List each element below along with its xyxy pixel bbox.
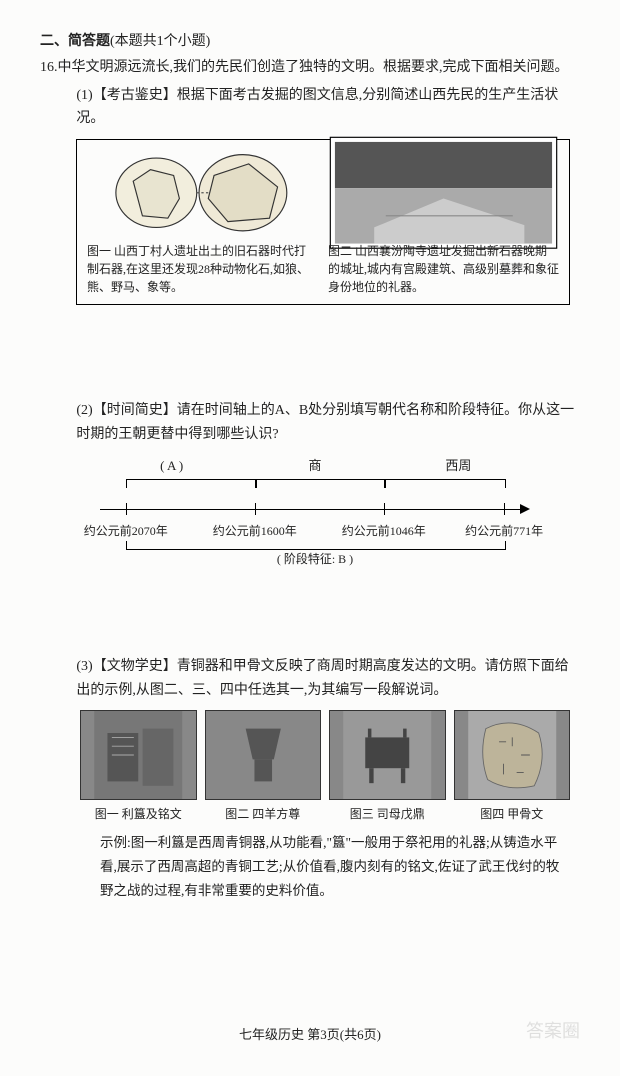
bracket-3: [384, 479, 506, 488]
example-block: 示例:图一利簋是西周青铜器,从功能看,"簋"一般用于祭祀用的礼器;从铸造水平看,…: [100, 831, 570, 904]
fig1-image: [87, 148, 318, 238]
q16-stem-line: 16.中华文明源远流长,我们的先民们创造了独特的文明。根据要求,完成下面相关问题…: [40, 56, 580, 80]
year-4: 约公元前771年: [465, 521, 543, 541]
year-2: 约公元前1600年: [213, 521, 297, 541]
section-heading: 二、简答题(本题共1个小题): [40, 30, 580, 54]
fig2-image: [328, 148, 559, 238]
tick-3: [384, 503, 385, 515]
year-3: 约公元前1046年: [342, 521, 426, 541]
year-1: 约公元前2070年: [84, 521, 168, 541]
fig2-text: 山西襄汾陶寺遗址发掘出新石器晚期的城址,城内有宫殿建筑、高级别墓葬和象征身份地位…: [328, 244, 559, 294]
answer-space-1: [40, 305, 580, 395]
p3-fig3-image: [329, 710, 446, 800]
part3-label: (3)【文物学史】: [76, 659, 176, 674]
bracket-1: [126, 479, 257, 488]
timeline-stage: ( 阶段特征: B ): [100, 541, 530, 561]
q16-stem: 中华文明源远流长,我们的先民们创造了独特的文明。根据要求,完成下面相关问题。: [58, 60, 569, 75]
p3-fig1-image: [80, 710, 197, 800]
section-title: 二、简答题: [40, 34, 110, 49]
fig1-caption: 图一 山西丁村人遗址出土的旧石器时代打制石器,在这里还发现28种动物化石,如狼、…: [87, 242, 318, 296]
fig1-title: 图一: [87, 244, 111, 258]
answer-space-2: [40, 561, 580, 651]
timeline-top-labels: ( A ) 商 西周: [100, 455, 530, 477]
fig1-text: 山西丁村人遗址出土的旧石器时代打制石器,在这里还发现28种动物化石,如狼、熊、野…: [87, 244, 309, 294]
q16-part3: (3)【文物学史】青铜器和甲骨文反映了商周时期高度发达的文明。请仿照下面给出的示…: [76, 655, 580, 703]
timeline-axis: [100, 499, 530, 521]
fig2-caption: 图二 山西襄汾陶寺遗址发掘出新石器晚期的城址,城内有宫殿建筑、高级别墓葬和象征身…: [328, 242, 559, 296]
label-a: ( A ): [100, 455, 243, 477]
fig1-col: 图一 山西丁村人遗址出土的旧石器时代打制石器,在这里还发现28种动物化石,如狼、…: [87, 148, 318, 296]
timeline-years: 约公元前2070年 约公元前1600年 约公元前1046年 约公元前771年: [100, 521, 530, 539]
axis-line: [100, 509, 520, 510]
q16-part1: (1)【考古鉴史】根据下面考古发掘的图文信息,分别简述山西先民的生产生活状况。: [76, 84, 580, 132]
p3-fig3: 图三 司母戊鼎: [329, 710, 446, 824]
q16-part2: (2)【时间简史】请在时间轴上的A、B处分别填写朝代名称和阶段特征。你从这一时期…: [76, 399, 580, 447]
example-label: 示例:: [100, 835, 131, 850]
part1-figure-box: 图一 山西丁村人遗址出土的旧石器时代打制石器,在这里还发现28种动物化石,如狼、…: [76, 139, 570, 305]
label-c: 西周: [387, 455, 530, 477]
p3-fig1-caption: 图一 利簋及铭文: [95, 804, 182, 824]
q16-number: 16.: [40, 60, 58, 75]
part3-figures: 图一 利簋及铭文 图二 四羊方尊 图三 司母戊鼎 图四 甲骨文: [80, 710, 570, 824]
p3-fig4: 图四 甲骨文: [454, 710, 571, 824]
tick-4: [504, 503, 505, 515]
p3-fig2-caption: 图二 四羊方尊: [225, 804, 300, 824]
p3-fig1: 图一 利簋及铭文: [80, 710, 197, 824]
fig2-title: 图二: [328, 244, 352, 258]
watermark: 答案圈: [526, 1016, 580, 1047]
fig2-col: 图二 山西襄汾陶寺遗址发掘出新石器晚期的城址,城内有宫殿建筑、高级别墓葬和象征身…: [328, 148, 559, 296]
stage-label: ( 阶段特征: B ): [277, 549, 353, 569]
p3-fig2-image: [205, 710, 322, 800]
tick-2: [255, 503, 256, 515]
part1-label: (1)【考古鉴史】: [76, 88, 176, 103]
p3-fig3-caption: 图三 司母戊鼎: [350, 804, 425, 824]
example-text: 图一利簋是西周青铜器,从功能看,"簋"一般用于祭祀用的礼器;从铸造水平看,展示了…: [100, 835, 559, 899]
label-b: 商: [243, 455, 386, 477]
bracket-2: [255, 479, 386, 488]
timeline-brackets: [100, 479, 530, 497]
tick-1: [126, 503, 127, 515]
section-sub: (本题共1个小题): [110, 34, 210, 49]
page-footer: 七年级历史 第3页(共6页): [40, 1024, 580, 1046]
axis-arrow: [520, 504, 530, 514]
p3-fig4-caption: 图四 甲骨文: [480, 804, 543, 824]
part2-label: (2)【时间简史】: [76, 403, 176, 418]
p3-fig4-image: [454, 710, 571, 800]
timeline: ( A ) 商 西周 约公元前2070年 约公元前1600年 约公元前1046年…: [100, 455, 530, 561]
footer-text: 七年级历史 第3页(共6页): [239, 1027, 381, 1042]
p3-fig2: 图二 四羊方尊: [205, 710, 322, 824]
